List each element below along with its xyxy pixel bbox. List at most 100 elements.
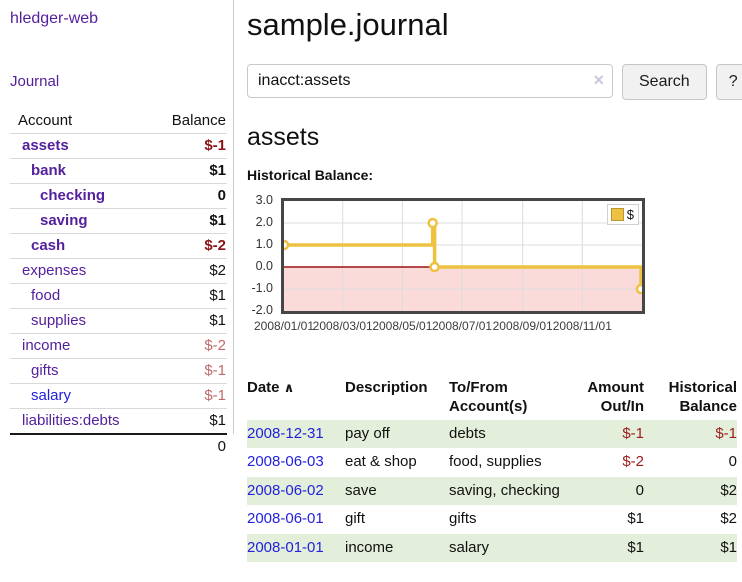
account-link[interactable]: liabilities:debts xyxy=(22,412,120,429)
register-header-balance: Historical Balance xyxy=(668,379,737,415)
register-balance: 0 xyxy=(728,453,737,470)
register-row: 2008-06-02 save saving, checking 0 $2 xyxy=(247,476,737,506)
x-axis-tick-label: 2008/07/01 xyxy=(431,319,493,333)
date-header-label: Date xyxy=(247,379,280,396)
sort-ascending-icon: ∧ xyxy=(283,380,295,395)
chart-legend: $ xyxy=(606,204,639,225)
register-amount: $-1 xyxy=(622,424,644,442)
journal-link[interactable]: Journal xyxy=(10,73,60,90)
legend-label: $ xyxy=(626,207,634,222)
clear-search-icon[interactable]: × xyxy=(593,70,604,90)
transaction-date-link[interactable]: 2008-06-01 xyxy=(247,510,324,527)
register-date-cell: 2008-06-01 xyxy=(247,505,345,534)
accounts-total-balance: 0 xyxy=(217,438,226,455)
account-balance: $-1 xyxy=(204,137,226,154)
transaction-date-link[interactable]: 2008-06-02 xyxy=(247,481,324,499)
account-row: saving $1 xyxy=(10,208,227,234)
accounts-total-row: 0 xyxy=(10,434,227,459)
account-link[interactable]: expenses xyxy=(22,262,87,279)
search-button[interactable]: Search xyxy=(622,64,707,100)
accounts-table-body: assets $-1 bank $1 checking 0 saving $1 cash $-2 e… xyxy=(10,133,227,435)
register-header-amount: Amount Out/In xyxy=(587,379,644,415)
account-row: gifts $-1 xyxy=(10,358,227,384)
account-link[interactable]: gifts xyxy=(31,362,59,379)
account-link[interactable]: assets xyxy=(22,137,69,154)
account-balance: $1 xyxy=(209,287,226,304)
chart-heading: Historical Balance: xyxy=(247,167,374,183)
account-link[interactable]: food xyxy=(31,287,61,304)
register-balance: $1 xyxy=(720,538,737,556)
accounts-header-row: Account Balance xyxy=(10,109,227,134)
chart-plot-svg xyxy=(284,201,642,311)
y-axis-tick-label: 0.0 xyxy=(255,259,273,273)
register-date-cell: 2008-06-02 xyxy=(247,477,345,506)
register-header-date[interactable]: Date ∧ xyxy=(247,377,345,420)
register-balance: $2 xyxy=(720,481,737,499)
y-axis-tick-label: -1.0 xyxy=(251,281,273,295)
register-description: pay off xyxy=(345,424,390,442)
account-balance: $2 xyxy=(209,262,226,279)
register-table-body: 2008-12-31 pay off debts $-1 $-1 2008-06-03 ea… xyxy=(247,419,737,563)
y-axis-tick-label: 1.0 xyxy=(255,237,273,251)
account-link[interactable]: bank xyxy=(31,162,67,179)
account-link[interactable]: checking xyxy=(40,187,106,204)
account-balance: $1 xyxy=(209,312,226,329)
register-row: 2008-06-03 eat & shop food, supplies $-2 0 xyxy=(247,448,737,477)
register-row: 2008-06-01 gift gifts $1 $2 xyxy=(247,505,737,534)
x-axis-tick-label: 2008/01/01 xyxy=(253,319,315,333)
account-row: supplies $1 xyxy=(10,308,227,334)
x-axis-tick-label: 2008/11/01 xyxy=(552,319,612,333)
register-row: 2008-12-31 pay off debts $-1 $-1 xyxy=(247,419,737,448)
chart-plot-area: $ xyxy=(281,198,645,314)
historical-balance-chart: $ 3.0 2.0 1.0 0.0 -1.0 -2.0 2008/01/01 2008/03… xyxy=(251,193,645,356)
register-tofrom-accounts: gifts xyxy=(449,510,477,527)
y-axis-tick-label: 3.0 xyxy=(255,193,273,207)
register-amount: $1 xyxy=(627,538,644,556)
account-row: cash $-2 xyxy=(10,233,227,259)
account-heading: assets xyxy=(247,123,320,151)
register-description: save xyxy=(345,481,377,499)
account-balance: $-1 xyxy=(204,362,226,379)
search-input[interactable] xyxy=(247,64,613,98)
register-description: income xyxy=(345,538,394,556)
register-amount: 0 xyxy=(635,481,644,499)
transaction-date-link[interactable]: 2008-06-03 xyxy=(247,453,324,470)
account-link[interactable]: income xyxy=(22,337,71,354)
account-balance: $1 xyxy=(209,212,226,229)
account-row: expenses $2 xyxy=(10,258,227,284)
x-axis-tick-label: 2008/05/01 xyxy=(372,319,433,333)
sidebar: hledger-web Journal Account Balance asse… xyxy=(0,0,240,582)
register-description: eat & shop xyxy=(345,453,417,470)
account-row: food $1 xyxy=(10,283,227,309)
account-link[interactable]: supplies xyxy=(31,312,87,329)
register-date-cell: 2008-06-03 xyxy=(247,448,345,477)
register-header-description: Description xyxy=(345,379,428,396)
register-table: Date ∧ Description To/From Account(s) Am… xyxy=(247,377,737,562)
help-button[interactable]: ? xyxy=(715,64,742,100)
account-row: assets $-1 xyxy=(10,133,227,159)
register-date-cell: 2008-01-01 xyxy=(247,534,345,563)
account-balance: $1 xyxy=(209,162,226,179)
register-amount: $1 xyxy=(627,510,644,527)
register-balance: $2 xyxy=(720,510,737,527)
app-title-link[interactable]: hledger-web xyxy=(10,10,99,27)
account-link[interactable]: saving xyxy=(40,212,88,229)
account-row: bank $1 xyxy=(10,158,227,184)
accounts-table: Account Balance assets $-1 bank $1 checking 0… xyxy=(10,109,227,459)
account-row: income $-2 xyxy=(10,333,227,359)
register-header-tofrom: To/From Account(s) xyxy=(449,379,528,415)
transaction-date-link[interactable]: 2008-12-31 xyxy=(247,424,324,442)
account-link[interactable]: cash xyxy=(31,237,66,254)
account-balance: $-2 xyxy=(204,237,226,254)
search-form: × Search ? xyxy=(247,64,742,100)
register-balance: $-1 xyxy=(715,424,737,442)
account-link[interactable]: salary xyxy=(31,387,72,404)
y-axis-tick-label: -2.0 xyxy=(251,303,273,317)
register-tofrom-accounts: salary xyxy=(449,538,490,556)
transaction-date-link[interactable]: 2008-01-01 xyxy=(247,538,324,556)
spacer xyxy=(10,434,148,459)
journal-title: sample.journal xyxy=(247,7,449,42)
y-axis-tick-label: 2.0 xyxy=(255,215,273,229)
accounts-header-account: Account xyxy=(18,112,73,129)
